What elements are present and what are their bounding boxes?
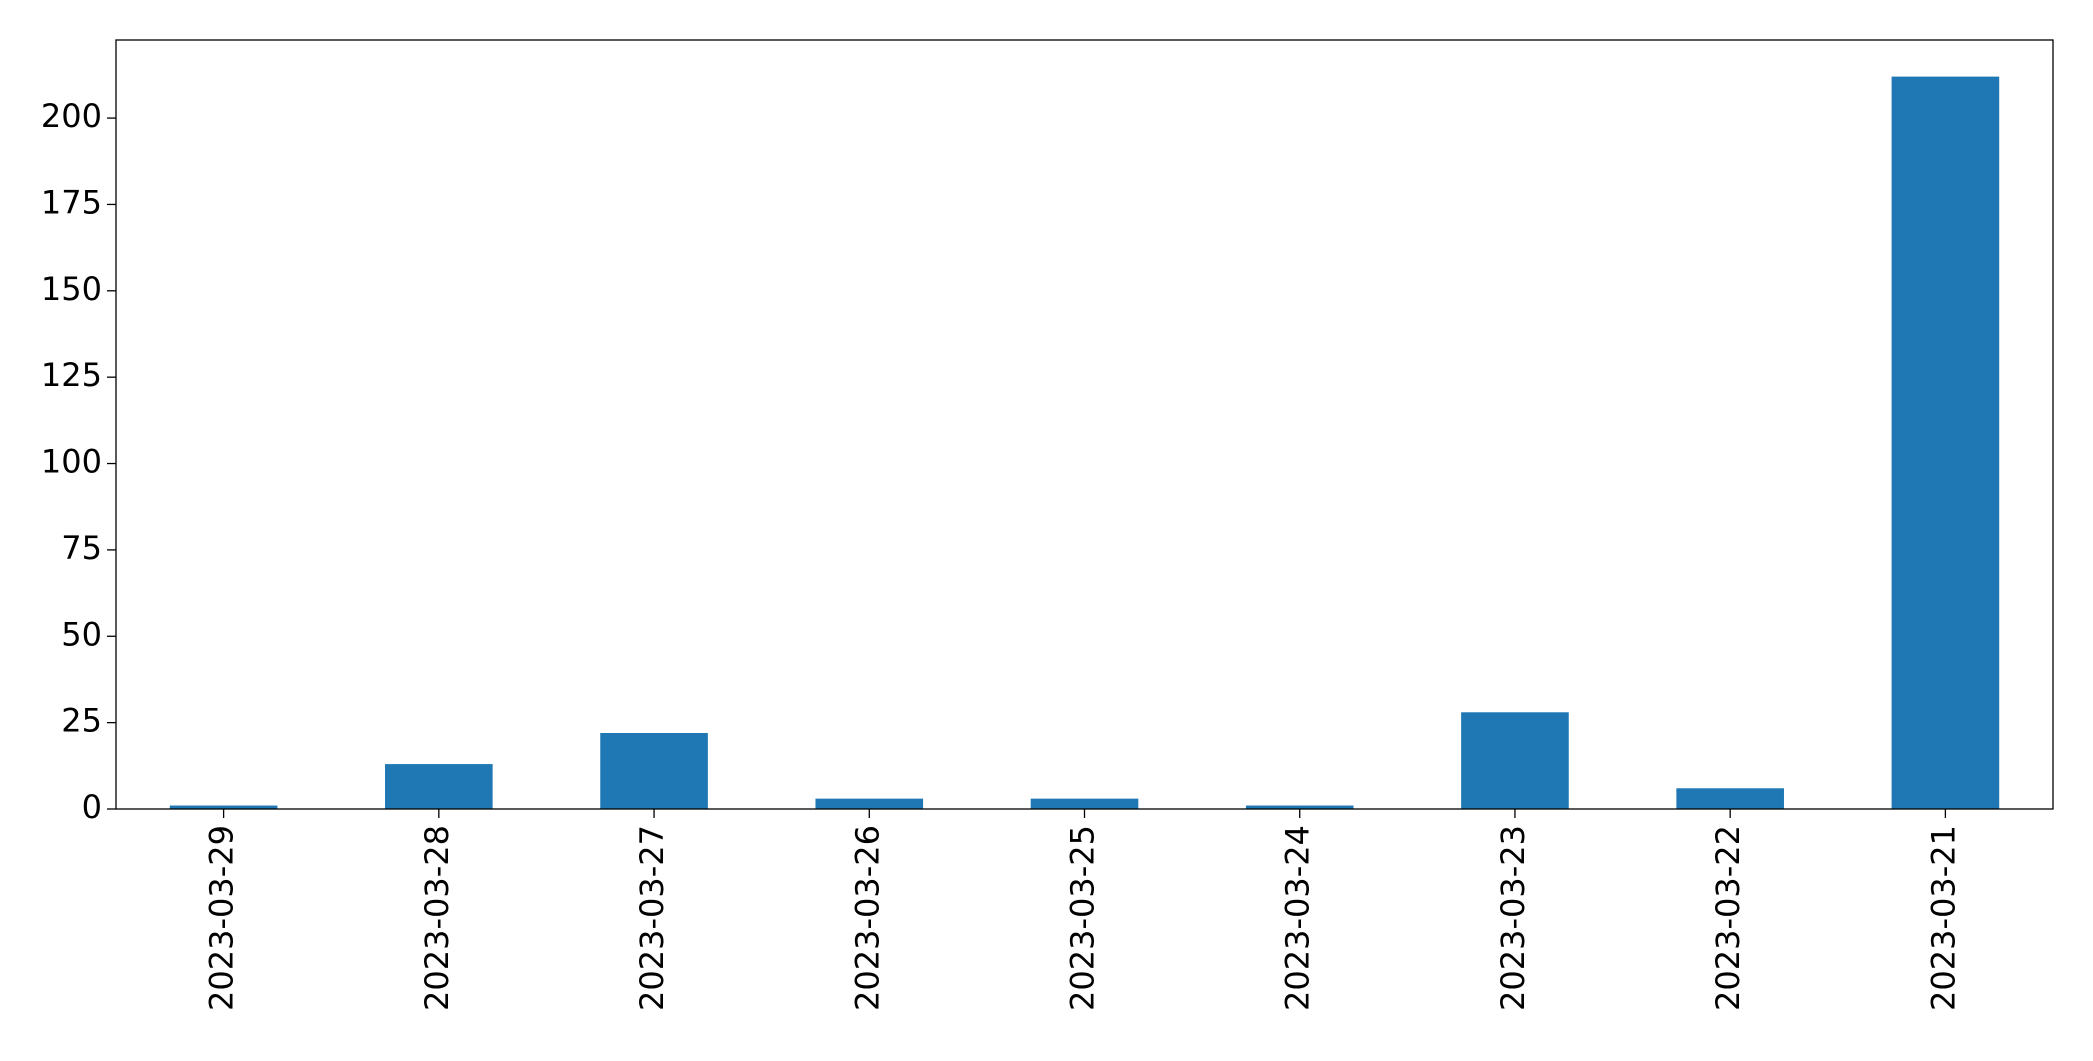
bar [1461,712,1569,809]
x-tick-label: 2023-03-24 [1279,825,1317,1011]
x-tick-label: 2023-03-23 [1494,825,1532,1011]
bar [169,805,278,809]
plot-frame [115,39,2054,810]
bar [815,798,924,809]
bar [600,732,708,809]
bar [1030,798,1139,809]
y-tick-label: 125 [41,356,102,394]
y-tick-label: 175 [41,183,102,221]
x-tick-label: 2023-03-27 [633,825,671,1011]
bar [1891,76,2000,810]
x-tick-label: 2023-03-22 [1709,825,1747,1011]
bar [1245,805,1354,809]
x-tick-label: 2023-03-25 [1064,825,1102,1011]
x-tick-label: 2023-03-28 [418,825,456,1011]
y-tick-label: 0 [82,788,102,826]
y-tick-label: 75 [61,529,102,567]
x-tick-label: 2023-03-26 [848,825,886,1011]
y-tick-label: 25 [61,702,102,740]
x-tick-label: 2023-03-21 [1924,825,1962,1011]
x-tick-label: 2023-03-29 [203,825,241,1011]
y-tick-label: 50 [61,615,102,653]
y-tick-label: 100 [41,443,102,481]
bar [385,764,493,809]
bar [1676,788,1784,809]
y-tick-label: 200 [41,97,102,135]
y-tick-label: 150 [41,270,102,308]
